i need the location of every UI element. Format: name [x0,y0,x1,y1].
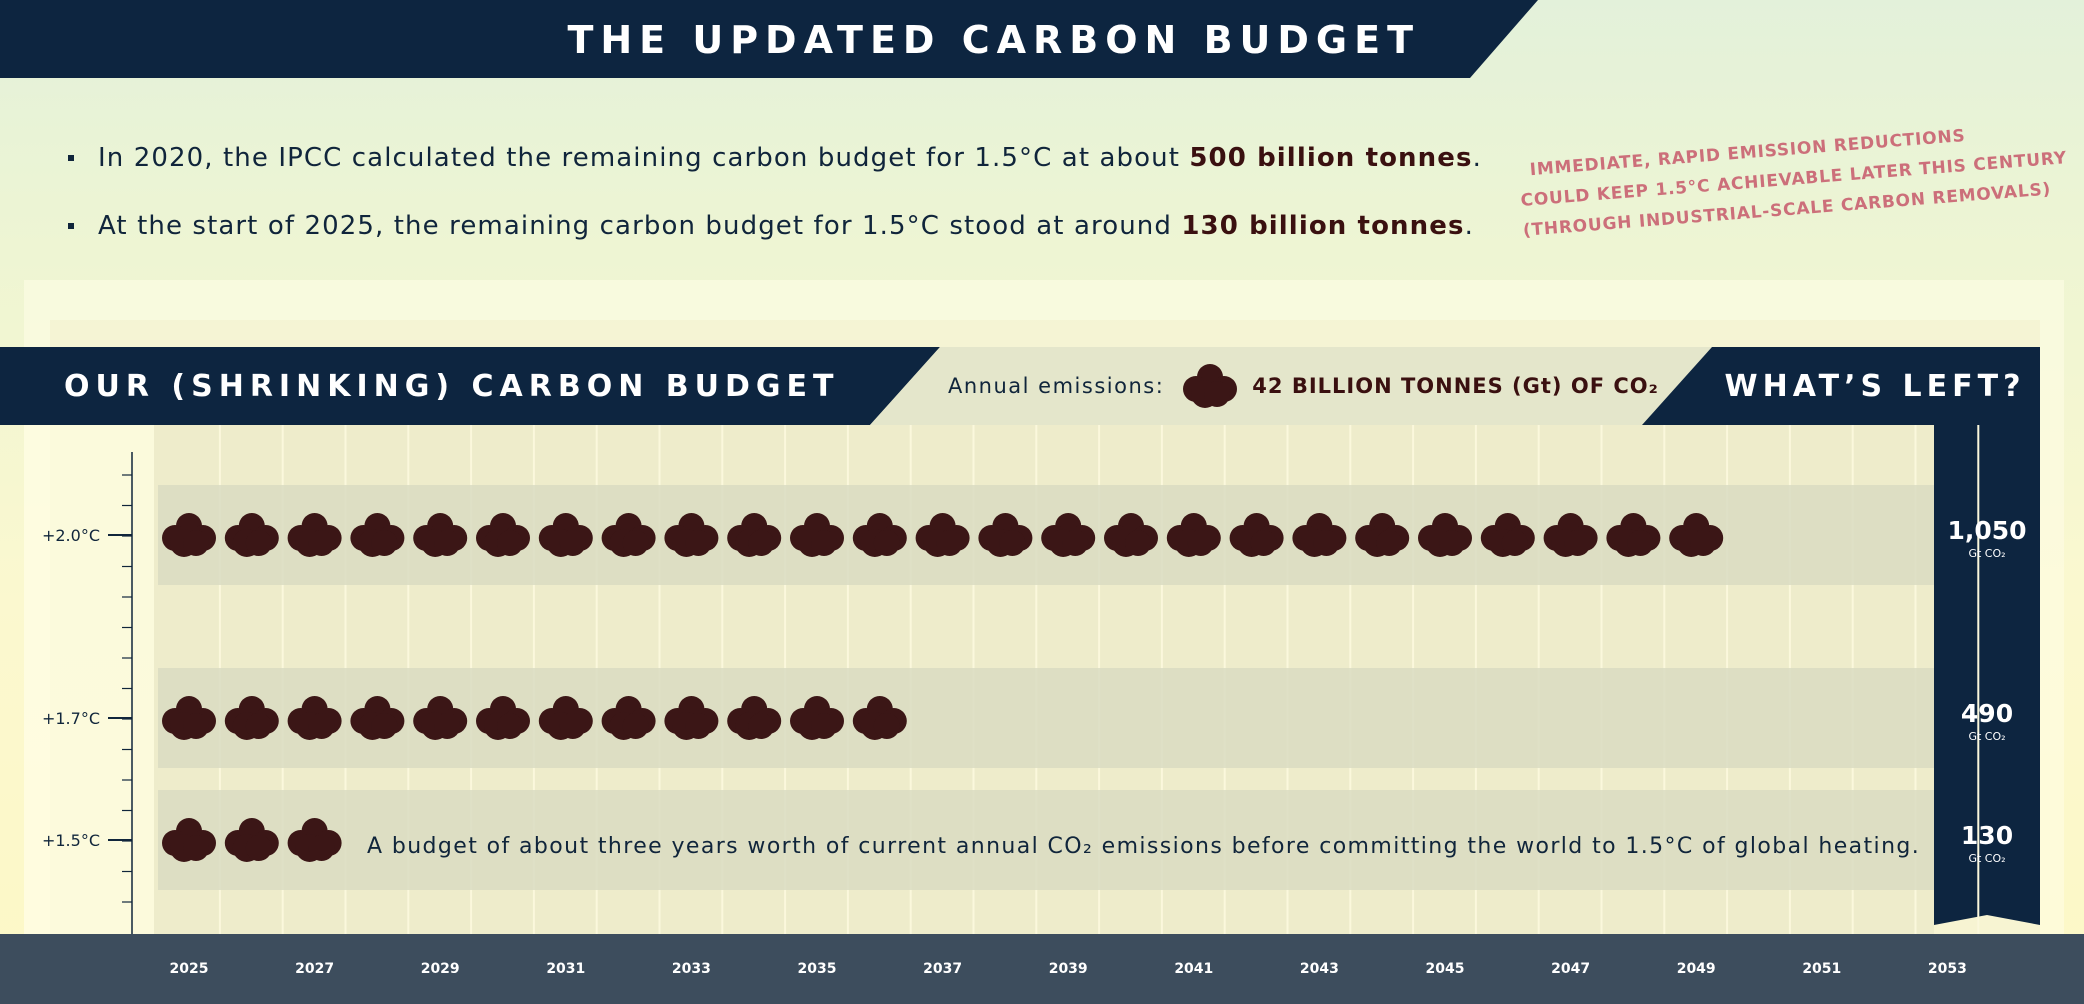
emission-cloud-bar [1480,513,1535,557]
emission-cloud-bar [476,696,530,740]
budget-value-label: 130 [1961,821,2013,850]
page-title: THE UPDATED CARBON BUDGET [567,18,1420,62]
bullet-item: At the start of 2025, the remaining carb… [68,196,1488,256]
y-tick-label: +1.5°C [42,831,100,850]
emission-cloud-bar [852,513,907,557]
emission-cloud-bar [664,696,719,740]
legend-bar [870,347,1715,425]
budget-value-label: 490 [1961,699,2013,728]
section-header-bar [0,347,940,425]
emission-cloud-bar [1355,513,1410,557]
emission-cloud-bar [1229,513,1284,557]
budget-value-label: 1,050 [1947,516,2026,545]
emission-cloud-bar [162,513,216,557]
emission-cloud-bar [287,696,342,740]
y-tick-label: +2.0°C [42,526,100,545]
emission-cloud-bar [538,696,593,740]
emission-cloud-bar [601,513,656,557]
budget-unit-label: Gt CO₂ [1968,730,2005,743]
emission-cloud-bar [1104,513,1158,557]
x-tick-label: 2043 [1300,961,1339,977]
budget-band [158,790,1934,890]
x-tick-label: 2045 [1426,961,1465,977]
emission-cloud-bar [162,818,216,862]
emission-cloud-bar [1292,513,1347,557]
bullet-text: At the start of 2025, the remaining carb… [98,211,1474,241]
x-tick-label: 2051 [1802,961,1841,977]
emission-cloud-bar [413,513,468,557]
x-tick-label: 2035 [798,961,837,977]
emission-cloud-bar [1543,513,1598,557]
x-tick-label: 2025 [170,961,209,977]
section-title: OUR (SHRINKING) CARBON BUDGET [64,368,840,404]
bullet-list: In 2020, the IPCC calculated the remaini… [68,128,1488,264]
title-banner [0,0,1538,78]
x-tick-label: 2053 [1928,961,1967,977]
emission-cloud-bar [1041,513,1096,557]
smoke-cloud-icon [1183,364,1238,408]
bullet-icon [68,223,74,229]
emission-cloud-bar [1669,513,1724,557]
legend-value: 42 BILLION TONNES (Gt) OF CO₂ [1252,374,1659,398]
emission-cloud-bar [727,696,782,740]
x-tick-label: 2029 [421,961,460,977]
emission-cloud-bar [601,696,656,740]
x-tick-label: 2041 [1174,961,1213,977]
emission-cloud-bar [790,696,844,740]
emission-cloud-bar [287,513,342,557]
x-tick-label: 2033 [672,961,711,977]
emission-cloud-bar [1166,513,1221,557]
bullet-text: In 2020, the IPCC calculated the remaini… [98,143,1482,173]
x-tick-label: 2037 [923,961,962,977]
emission-cloud-bar [287,818,342,862]
emission-cloud-bar [852,696,907,740]
emission-cloud-bar [1418,513,1472,557]
bullet-icon [68,155,74,161]
emission-cloud-bar [727,513,782,557]
legend-label: Annual emissions: [948,374,1165,398]
x-tick-label: 2047 [1551,961,1590,977]
emission-cloud-bar [350,696,405,740]
emission-cloud-bar [1606,513,1661,557]
emission-cloud-bar [224,513,279,557]
bullet-item: In 2020, the IPCC calculated the remaini… [68,128,1488,188]
legend: Annual emissions: 42 BILLION TONNES (Gt)… [948,347,1659,425]
x-tick-label: 2027 [295,961,334,977]
whats-left-header-bar [1642,347,2040,425]
x-tick-label: 2031 [546,961,585,977]
emission-cloud-bar [538,513,593,557]
emission-cloud-bar [978,513,1033,557]
emission-cloud-bar [664,513,719,557]
emission-cloud-bar [162,696,216,740]
x-axis-bar [0,934,2084,1004]
emission-cloud-bar [413,696,468,740]
budget-unit-label: Gt CO₂ [1968,547,2005,560]
emission-cloud-bar [476,513,530,557]
x-tick-label: 2049 [1677,961,1716,977]
whats-left-title: WHAT’S LEFT? [1724,368,2026,404]
emission-cloud-bar [224,696,279,740]
emission-cloud-bar [790,513,844,557]
emission-cloud-bar [350,513,405,557]
budget-annotation: A budget of about three years worth of c… [367,833,1921,859]
emission-cloud-bar [915,513,970,557]
whats-left-column [1934,425,2040,925]
x-tick-label: 2039 [1049,961,1088,977]
y-tick-label: +1.7°C [42,709,100,728]
emission-cloud-bar [224,818,279,862]
budget-unit-label: Gt CO₂ [1968,852,2005,865]
